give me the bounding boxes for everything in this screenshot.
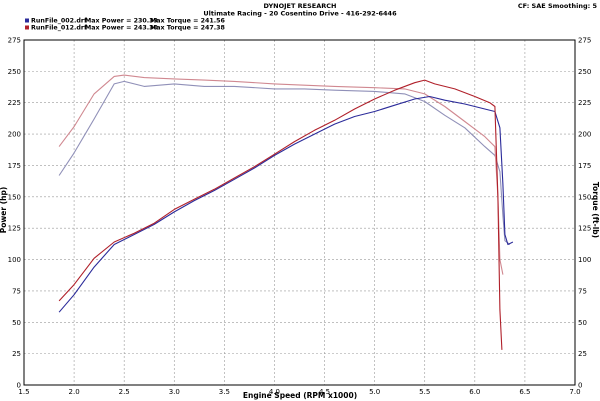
- series-line-torque: [58, 74, 504, 275]
- x-tick-label: 3.5: [219, 388, 230, 396]
- y-tick-label-right: 0: [578, 382, 582, 390]
- legend-run: RunFile_002.drf: [31, 18, 87, 25]
- y-tick-label-right: 200: [578, 131, 591, 139]
- y-tick-label-left: 50: [12, 319, 21, 327]
- y-tick-label-right: 225: [578, 99, 591, 107]
- x-tick-label: 5.0: [369, 388, 380, 396]
- y-tick-label-right: 150: [578, 193, 591, 201]
- x-tick-label: 4.5: [319, 388, 330, 396]
- y-tick-label-left: 125: [8, 225, 21, 233]
- y-tick-label-right: 25: [578, 350, 587, 358]
- x-tick-label: 1.5: [18, 388, 29, 396]
- y-axis-label-left: Power (hp): [0, 187, 8, 234]
- y-tick-label-left: 75: [12, 287, 21, 295]
- y-axis-label-right: Torque (ft-lb): [591, 182, 600, 238]
- x-tick-label: 6.5: [519, 388, 530, 396]
- y-tick-label-left: 0: [17, 382, 21, 390]
- x-tick-label: 2.5: [119, 388, 130, 396]
- x-tick-label: 3.0: [169, 388, 180, 396]
- y-tick-label-right: 50: [578, 319, 587, 327]
- legend-swatch: [25, 18, 29, 23]
- y-tick-label-right: 125: [578, 225, 591, 233]
- y-tick-label-right: 175: [578, 162, 591, 170]
- x-axis-label: Engine Speed (RPM x1000): [243, 391, 357, 400]
- y-tick-label-right: 250: [578, 68, 591, 76]
- legend-swatch: [25, 25, 29, 30]
- chart-axes: 1.5 2.0 2.5 3.0 3.5 4.0 4.5 5.0 5.5 6.0 6.5 7.00 025…: [8, 37, 592, 397]
- y-tick-label-left: 25: [12, 350, 21, 358]
- x-tick-label: 7.0: [569, 388, 580, 396]
- x-tick-label: 4.0: [269, 388, 280, 396]
- x-tick-label: 5.5: [419, 388, 430, 396]
- y-tick-label-left: 150: [8, 193, 21, 201]
- legend-max-torque: Max Torque = 241.56: [150, 18, 225, 25]
- y-tick-label-left: 250: [8, 68, 21, 76]
- chart-grid: [23, 39, 576, 386]
- plot-frame: [23, 39, 576, 386]
- series-line-power: [58, 95, 514, 313]
- y-tick-label-right: 100: [578, 256, 591, 264]
- y-tick-label-right: 75: [578, 287, 587, 295]
- y-tick-label-left: 200: [8, 131, 21, 139]
- series-line-torque: [58, 80, 511, 245]
- y-tick-label-right: 275: [578, 37, 591, 45]
- x-tick-label: 2.0: [69, 388, 80, 396]
- chart-subtitle: Ultimate Racing - 20 Cosentino Drive - 4…: [203, 10, 397, 18]
- y-tick-label-left: 225: [8, 99, 21, 107]
- legend-max-power: Max Power = 243.30: [85, 25, 158, 32]
- y-tick-label-left: 100: [8, 256, 21, 264]
- chart-title: DYNOJET RESEARCH: [264, 2, 337, 10]
- x-tick-label: 6.0: [469, 388, 480, 396]
- legend-run: RunFile_012.drf: [31, 25, 87, 32]
- legend-max-torque: Max Torque = 247.38: [150, 25, 225, 32]
- legend-max-power: Max Power = 230.39: [85, 18, 158, 25]
- y-tick-label-left: 275: [8, 37, 21, 45]
- series-line-power: [58, 79, 503, 350]
- y-tick-label-left: 175: [8, 162, 21, 170]
- chart-series: [58, 74, 514, 350]
- chart-settings: CF: SAE Smoothing: 5: [518, 2, 598, 10]
- legend: RunFile_002.drf Max Power = 230.39 Max T…: [25, 18, 225, 32]
